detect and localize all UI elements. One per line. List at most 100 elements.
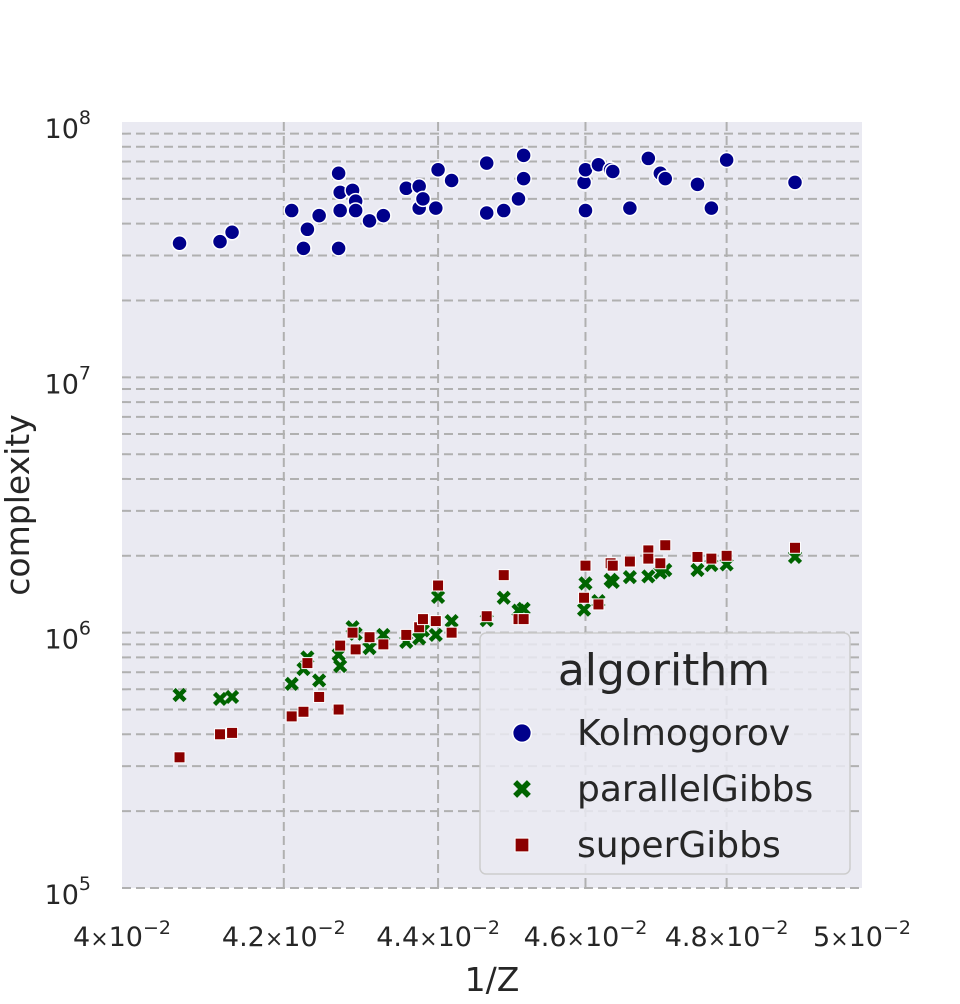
- y-axis-title: complexity: [0, 414, 37, 595]
- point-Kolmogorov: [621, 199, 639, 217]
- point-superGibbs: [297, 705, 310, 718]
- point-Kolmogorov: [478, 204, 495, 222]
- point-superGibbs: [332, 703, 345, 716]
- point-parallelGibbs: [312, 673, 327, 688]
- y-tick-label: 107: [45, 362, 91, 400]
- point-Kolmogorov: [347, 202, 364, 219]
- point-superGibbs: [429, 615, 442, 628]
- point-Kolmogorov: [478, 154, 495, 172]
- point-superGibbs: [377, 638, 390, 651]
- point-superGibbs: [416, 613, 429, 626]
- point-parallelGibbs: [212, 691, 228, 707]
- point-superGibbs: [363, 631, 376, 644]
- y-axis-ticks: 105 106 107 108: [45, 107, 91, 911]
- point-Kolmogorov: [429, 161, 447, 179]
- point-superGibbs: [654, 557, 667, 570]
- series-parallelGibbs: [172, 549, 803, 707]
- legend-box: [479, 632, 851, 875]
- legend-label: superGibbs: [577, 825, 781, 866]
- x-axis-ticks: 4×10−2 4.2×10−2 4.4×10−2 4.6×10−2 4.8×10−2 5×…: [73, 917, 911, 953]
- point-Kolmogorov: [361, 212, 378, 230]
- point-Kolmogorov: [510, 190, 527, 208]
- point-superGibbs: [445, 626, 458, 639]
- point-superGibbs: [579, 559, 592, 572]
- point-Kolmogorov: [331, 202, 349, 219]
- point-Kolmogorov: [375, 207, 392, 224]
- x-tick-label: 4.8×10−2: [665, 917, 789, 953]
- point-Kolmogorov: [427, 199, 445, 217]
- legend-marker-parallelGibbs: [513, 780, 531, 798]
- point-superGibbs: [334, 639, 347, 652]
- point-superGibbs: [578, 591, 591, 604]
- x-tick-label: 4×10−2: [73, 917, 171, 953]
- point-Kolmogorov: [299, 221, 316, 238]
- point-superGibbs: [497, 569, 510, 582]
- legend-item-superGibbs: superGibbs: [514, 825, 781, 866]
- legend-marker-Kolmogorov: [511, 722, 533, 744]
- legend-label: Kolmogorov: [577, 713, 790, 754]
- point-Kolmogorov: [330, 240, 347, 257]
- data-points: [171, 147, 804, 764]
- point-Kolmogorov: [295, 240, 312, 257]
- point-Kolmogorov: [577, 202, 594, 219]
- series-Kolmogorov: [171, 147, 804, 257]
- point-superGibbs: [705, 552, 718, 565]
- point-superGibbs: [173, 751, 186, 764]
- y-tick-label: 105: [45, 873, 91, 911]
- point-Kolmogorov: [786, 174, 804, 191]
- point-superGibbs: [346, 626, 359, 639]
- point-Kolmogorov: [495, 202, 512, 219]
- legend: algorithm Kolmogorov parallelGibbs superGi…: [479, 632, 851, 875]
- legend-item-parallelGibbs: parallelGibbs: [513, 769, 813, 810]
- legend-title: algorithm: [558, 645, 770, 696]
- point-Kolmogorov: [443, 172, 460, 189]
- point-Kolmogorov: [515, 147, 532, 164]
- point-superGibbs: [349, 643, 362, 656]
- point-Kolmogorov: [211, 233, 229, 250]
- point-parallelGibbs: [622, 570, 637, 585]
- series-superGibbs: [173, 539, 802, 764]
- point-parallelGibbs: [444, 614, 459, 629]
- point-parallelGibbs: [516, 601, 531, 616]
- legend-marker-superGibbs: [514, 837, 530, 853]
- legend-item-Kolmogorov: Kolmogorov: [511, 713, 790, 754]
- point-Kolmogorov: [310, 207, 328, 224]
- x-tick-label: 4.6×10−2: [524, 917, 648, 953]
- y-tick-label: 108: [45, 107, 91, 145]
- x-tick-label: 4.4×10−2: [376, 917, 500, 953]
- point-superGibbs: [214, 728, 227, 741]
- point-parallelGibbs: [284, 676, 299, 691]
- point-superGibbs: [720, 549, 733, 562]
- point-Kolmogorov: [223, 224, 241, 241]
- point-parallelGibbs: [412, 631, 427, 646]
- point-superGibbs: [642, 552, 655, 565]
- point-parallelGibbs: [690, 562, 705, 578]
- point-superGibbs: [313, 690, 326, 703]
- y-tick-label: 106: [45, 618, 91, 656]
- point-parallelGibbs: [605, 574, 620, 590]
- point-superGibbs: [623, 555, 636, 568]
- point-superGibbs: [285, 710, 298, 723]
- point-Kolmogorov: [689, 176, 706, 193]
- point-parallelGibbs: [428, 627, 443, 642]
- point-superGibbs: [301, 657, 314, 670]
- point-parallelGibbs: [224, 689, 240, 705]
- point-superGibbs: [432, 579, 445, 592]
- point-Kolmogorov: [640, 150, 657, 167]
- point-parallelGibbs: [362, 641, 377, 656]
- point-Kolmogorov: [171, 235, 188, 252]
- point-superGibbs: [226, 726, 239, 739]
- point-Kolmogorov: [515, 170, 532, 187]
- point-Kolmogorov: [414, 190, 432, 208]
- point-Kolmogorov: [330, 164, 347, 182]
- legend-label: parallelGibbs: [577, 769, 813, 810]
- point-superGibbs: [606, 559, 619, 572]
- point-superGibbs: [789, 541, 802, 554]
- x-axis-title: 1/Z: [465, 960, 520, 999]
- point-Kolmogorov: [657, 170, 674, 187]
- point-parallelGibbs: [333, 658, 348, 674]
- point-superGibbs: [480, 610, 493, 623]
- point-Kolmogorov: [283, 202, 300, 219]
